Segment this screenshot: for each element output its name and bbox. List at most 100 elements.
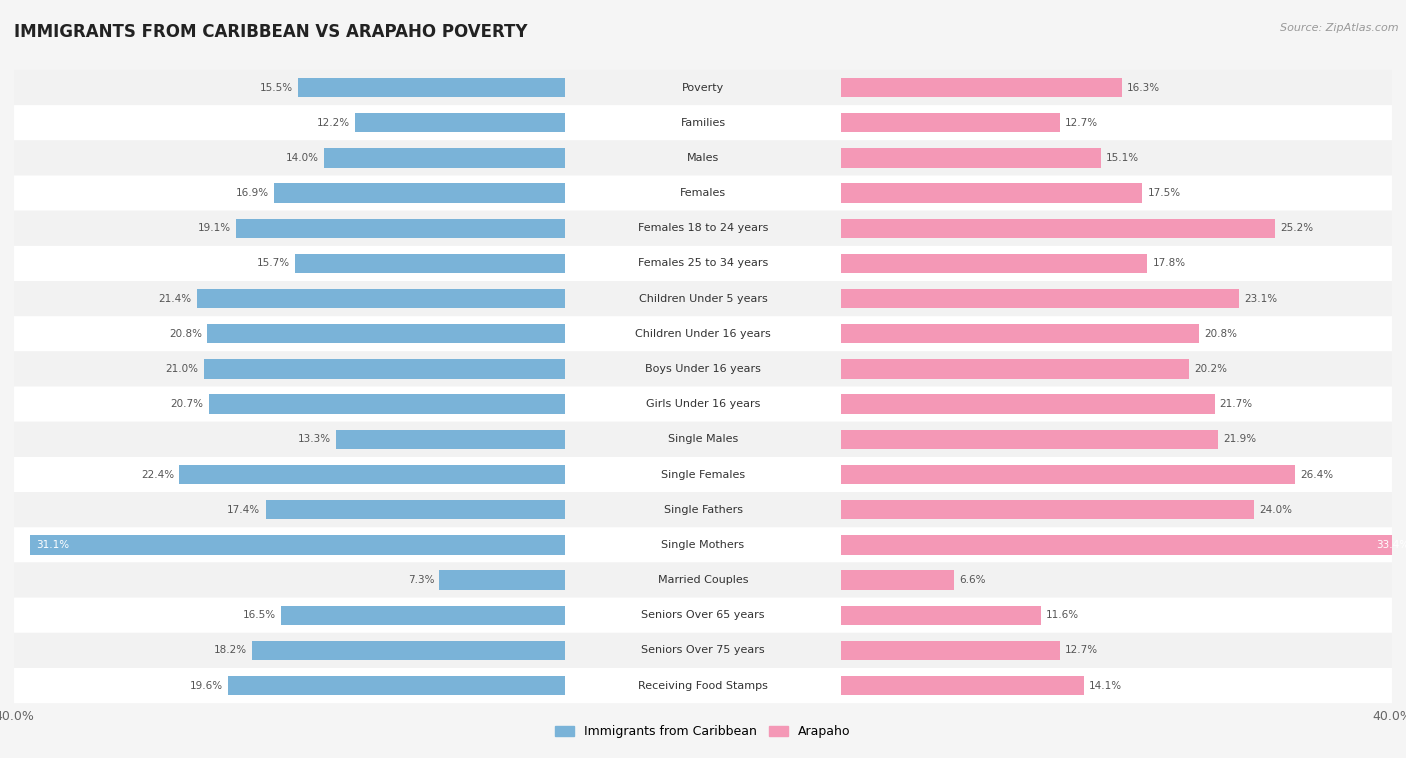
Text: 7.3%: 7.3% [408,575,434,585]
FancyBboxPatch shape [14,528,1392,562]
Bar [841,78,1122,97]
Text: Girls Under 16 years: Girls Under 16 years [645,399,761,409]
Text: Seniors Over 65 years: Seniors Over 65 years [641,610,765,620]
Bar [207,324,565,343]
FancyBboxPatch shape [14,105,1392,140]
Bar [841,149,1101,168]
Text: Females: Females [681,188,725,198]
Bar [841,570,955,590]
FancyBboxPatch shape [14,140,1392,176]
Bar [274,183,565,203]
FancyBboxPatch shape [14,597,1392,633]
Bar [266,500,565,519]
Bar [30,535,565,555]
Bar [197,289,565,309]
Bar [281,606,565,625]
Text: Single Males: Single Males [668,434,738,444]
FancyBboxPatch shape [14,281,1392,316]
Text: Males: Males [688,153,718,163]
Bar [841,394,1215,414]
Text: Females 18 to 24 years: Females 18 to 24 years [638,224,768,233]
Text: 12.7%: 12.7% [1064,645,1098,656]
Text: Females 25 to 34 years: Females 25 to 34 years [638,258,768,268]
Text: 23.1%: 23.1% [1244,293,1277,304]
FancyBboxPatch shape [14,492,1392,528]
Text: Receiving Food Stamps: Receiving Food Stamps [638,681,768,691]
Bar [252,641,565,660]
Bar [841,641,1060,660]
Text: 22.4%: 22.4% [141,469,174,480]
Bar [323,149,565,168]
Text: 17.8%: 17.8% [1153,258,1185,268]
Text: 16.9%: 16.9% [236,188,269,198]
Bar [180,465,565,484]
Text: Boys Under 16 years: Boys Under 16 years [645,364,761,374]
FancyBboxPatch shape [14,176,1392,211]
Bar [841,606,1040,625]
Text: 21.0%: 21.0% [166,364,198,374]
Bar [841,289,1239,309]
Bar [841,535,1406,555]
FancyBboxPatch shape [14,633,1392,668]
Text: 33.4%: 33.4% [1376,540,1406,550]
Bar [841,183,1142,203]
Text: 17.5%: 17.5% [1147,188,1181,198]
Text: 14.0%: 14.0% [285,153,319,163]
Text: 19.6%: 19.6% [190,681,222,691]
Bar [356,113,565,133]
Text: 6.6%: 6.6% [960,575,986,585]
Bar [841,324,1199,343]
Text: Married Couples: Married Couples [658,575,748,585]
FancyBboxPatch shape [14,246,1392,281]
Text: 15.7%: 15.7% [256,258,290,268]
FancyBboxPatch shape [14,211,1392,246]
Text: 20.2%: 20.2% [1194,364,1227,374]
Text: Children Under 16 years: Children Under 16 years [636,329,770,339]
Bar [841,465,1295,484]
Bar [841,218,1275,238]
Text: 16.3%: 16.3% [1126,83,1160,92]
Text: 15.5%: 15.5% [260,83,292,92]
Text: 16.5%: 16.5% [243,610,276,620]
Text: 17.4%: 17.4% [228,505,260,515]
FancyBboxPatch shape [14,457,1392,492]
Text: 12.7%: 12.7% [1064,117,1098,128]
Text: 19.1%: 19.1% [198,224,231,233]
Text: 11.6%: 11.6% [1046,610,1078,620]
Bar [204,359,565,379]
FancyBboxPatch shape [14,387,1392,421]
Text: 20.8%: 20.8% [1204,329,1237,339]
Text: Source: ZipAtlas.com: Source: ZipAtlas.com [1281,23,1399,33]
FancyBboxPatch shape [14,421,1392,457]
Text: 12.2%: 12.2% [316,117,350,128]
FancyBboxPatch shape [14,316,1392,352]
Text: 31.1%: 31.1% [37,540,69,550]
Bar [841,113,1060,133]
FancyBboxPatch shape [14,70,1392,105]
Text: 20.8%: 20.8% [169,329,202,339]
Bar [841,500,1254,519]
Bar [228,676,565,695]
Text: Seniors Over 75 years: Seniors Over 75 years [641,645,765,656]
Bar [841,254,1147,273]
Text: Single Fathers: Single Fathers [664,505,742,515]
FancyBboxPatch shape [14,562,1392,597]
Text: 21.4%: 21.4% [159,293,191,304]
Text: Families: Families [681,117,725,128]
Text: 13.3%: 13.3% [298,434,330,444]
Text: 25.2%: 25.2% [1279,224,1313,233]
Text: 21.7%: 21.7% [1219,399,1253,409]
Text: Poverty: Poverty [682,83,724,92]
Bar [336,430,565,449]
Bar [841,359,1188,379]
Text: IMMIGRANTS FROM CARIBBEAN VS ARAPAHO POVERTY: IMMIGRANTS FROM CARIBBEAN VS ARAPAHO POV… [14,23,527,41]
Bar [841,430,1218,449]
Bar [236,218,565,238]
Bar [440,570,565,590]
Text: 14.1%: 14.1% [1088,681,1122,691]
Bar [841,676,1084,695]
FancyBboxPatch shape [14,352,1392,387]
Text: 15.1%: 15.1% [1107,153,1139,163]
Text: 18.2%: 18.2% [214,645,246,656]
FancyBboxPatch shape [14,668,1392,703]
